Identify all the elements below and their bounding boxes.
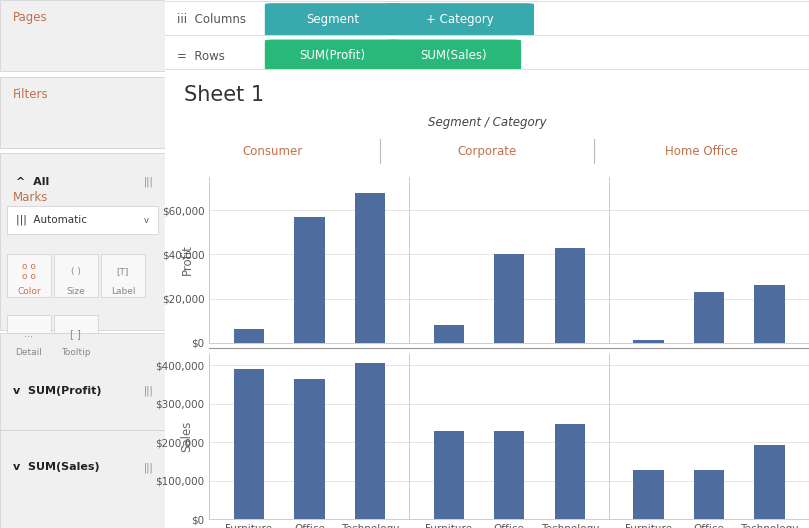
FancyBboxPatch shape	[265, 3, 400, 36]
Text: Filters: Filters	[13, 88, 49, 101]
Bar	[234, 369, 264, 519]
Bar	[494, 431, 524, 519]
Text: Marks: Marks	[13, 191, 49, 204]
Text: |||  Automatic: ||| Automatic	[16, 215, 87, 225]
Bar	[494, 254, 524, 343]
Bar	[434, 431, 464, 519]
FancyBboxPatch shape	[0, 333, 165, 528]
FancyBboxPatch shape	[265, 40, 400, 72]
Bar	[355, 363, 385, 519]
FancyBboxPatch shape	[6, 206, 159, 234]
Text: [ ]: [ ]	[70, 329, 82, 338]
Bar	[755, 285, 785, 343]
FancyBboxPatch shape	[100, 254, 145, 297]
Text: Corporate: Corporate	[457, 145, 517, 158]
Text: SUM(Profit): SUM(Profit)	[299, 50, 366, 62]
Text: Detail: Detail	[15, 347, 42, 357]
Text: v  SUM(Sales): v SUM(Sales)	[13, 463, 100, 472]
Bar	[694, 292, 724, 343]
Text: Consumer: Consumer	[242, 145, 303, 158]
Text: Tooltip: Tooltip	[61, 347, 91, 357]
Text: [T]: [T]	[116, 267, 129, 276]
Bar	[294, 379, 324, 519]
Text: SUM(Sales): SUM(Sales)	[420, 50, 487, 62]
FancyBboxPatch shape	[0, 77, 165, 148]
Text: Size: Size	[66, 287, 85, 296]
Text: Segment / Category: Segment / Category	[428, 116, 546, 129]
FancyBboxPatch shape	[53, 315, 98, 358]
Text: v  SUM(Profit): v SUM(Profit)	[13, 386, 102, 395]
Bar	[633, 340, 663, 343]
Text: iii  Columns: iii Columns	[176, 13, 246, 26]
FancyBboxPatch shape	[6, 254, 51, 297]
FancyBboxPatch shape	[386, 3, 534, 36]
Bar	[434, 325, 464, 343]
Text: + Category: + Category	[426, 13, 493, 26]
Bar	[555, 248, 585, 343]
Text: o o
o o: o o o o	[22, 262, 36, 281]
FancyBboxPatch shape	[0, 0, 165, 71]
Bar	[294, 217, 324, 343]
Text: Segment: Segment	[306, 13, 359, 26]
FancyBboxPatch shape	[0, 153, 165, 330]
Bar	[355, 193, 385, 343]
FancyBboxPatch shape	[6, 315, 51, 358]
Text: ...: ...	[24, 329, 33, 338]
Text: Sheet 1: Sheet 1	[184, 84, 265, 105]
Text: ( ): ( )	[71, 267, 81, 276]
Bar	[755, 445, 785, 519]
Text: v: v	[143, 215, 149, 225]
Text: Color: Color	[17, 287, 40, 296]
Text: |||: |||	[144, 177, 154, 187]
Text: Pages: Pages	[13, 11, 48, 24]
FancyBboxPatch shape	[386, 40, 521, 72]
Text: |||: |||	[144, 385, 154, 396]
Text: Sales: Sales	[180, 421, 193, 452]
Text: ^  All: ^ All	[16, 177, 49, 187]
Bar	[633, 470, 663, 519]
Bar	[234, 329, 264, 343]
Text: =  Rows: = Rows	[176, 50, 224, 62]
Text: Profit: Profit	[180, 244, 193, 275]
Text: Label: Label	[111, 287, 135, 296]
Text: Home Office: Home Office	[665, 145, 738, 158]
Bar	[694, 470, 724, 519]
Text: |||: |||	[144, 462, 154, 473]
Bar	[555, 424, 585, 519]
FancyBboxPatch shape	[53, 254, 98, 297]
